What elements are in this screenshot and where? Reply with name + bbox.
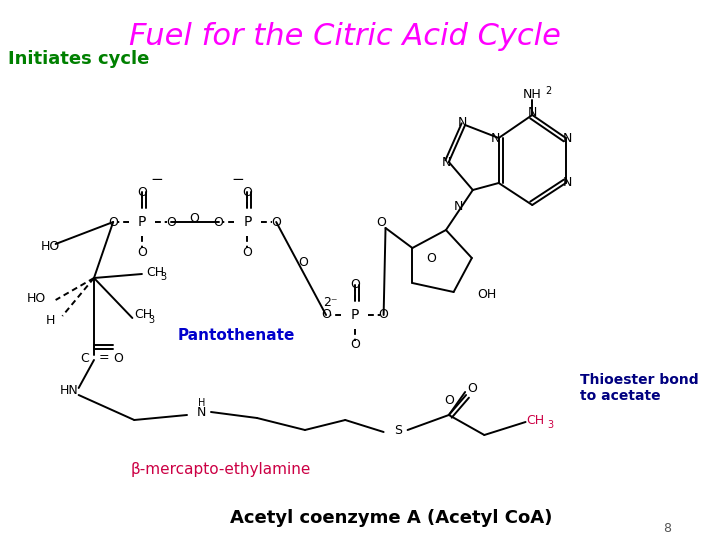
Text: O: O [137, 246, 147, 259]
Text: N: N [454, 200, 463, 213]
Text: 2⁻: 2⁻ [323, 296, 338, 309]
Text: P: P [138, 215, 146, 229]
Text: Initiates cycle: Initiates cycle [8, 50, 149, 68]
Text: H: H [198, 398, 205, 408]
Text: O: O [350, 339, 360, 352]
Text: N: N [563, 132, 572, 145]
Text: Acetyl coenzyme A (Acetyl CoA): Acetyl coenzyme A (Acetyl CoA) [230, 509, 552, 527]
Text: N: N [197, 406, 206, 419]
Text: O: O [214, 215, 224, 228]
Text: S: S [394, 423, 402, 436]
Text: CH: CH [134, 308, 153, 321]
Text: Thioester bond
to acetate: Thioester bond to acetate [580, 373, 699, 403]
Text: O: O [376, 217, 386, 230]
Text: O: O [243, 246, 253, 259]
Text: Fuel for the Citric Acid Cycle: Fuel for the Citric Acid Cycle [130, 22, 561, 51]
Text: O: O [350, 279, 360, 292]
Text: Pantothenate: Pantothenate [177, 327, 294, 342]
Text: −: − [150, 172, 163, 187]
Text: HO: HO [40, 240, 60, 253]
Text: O: O [321, 308, 331, 321]
Text: P: P [243, 215, 251, 229]
Text: N: N [563, 177, 572, 190]
Text: O: O [427, 252, 436, 265]
Text: 8: 8 [663, 522, 671, 535]
Text: OH: OH [477, 288, 497, 301]
Text: −: − [231, 172, 244, 187]
Text: O: O [467, 381, 477, 395]
Text: N: N [528, 105, 537, 118]
Text: O: O [166, 215, 176, 228]
Text: N: N [491, 132, 500, 145]
Text: N: N [441, 157, 451, 170]
Text: =: = [98, 352, 109, 365]
Text: 2: 2 [546, 86, 552, 96]
Text: 3: 3 [547, 420, 554, 430]
Text: 3: 3 [160, 272, 166, 282]
Text: O: O [113, 352, 123, 365]
Text: NH: NH [523, 89, 541, 102]
Text: HO: HO [27, 292, 46, 305]
Text: CH: CH [145, 266, 164, 279]
Text: O: O [298, 256, 308, 269]
Text: 3: 3 [148, 315, 155, 325]
Text: β-mercapto-ethylamine: β-mercapto-ethylamine [130, 462, 311, 477]
Text: CH: CH [526, 414, 544, 427]
Text: O: O [271, 215, 281, 228]
Text: O: O [108, 215, 118, 228]
Text: C: C [80, 352, 89, 365]
Text: O: O [190, 213, 199, 226]
Text: N: N [458, 116, 467, 129]
Text: O: O [243, 186, 253, 199]
Text: O: O [137, 186, 147, 199]
Text: P: P [351, 308, 359, 322]
Text: HN: HN [60, 383, 78, 396]
Text: H: H [46, 314, 55, 327]
Text: O: O [444, 394, 454, 407]
Text: O: O [379, 308, 389, 321]
